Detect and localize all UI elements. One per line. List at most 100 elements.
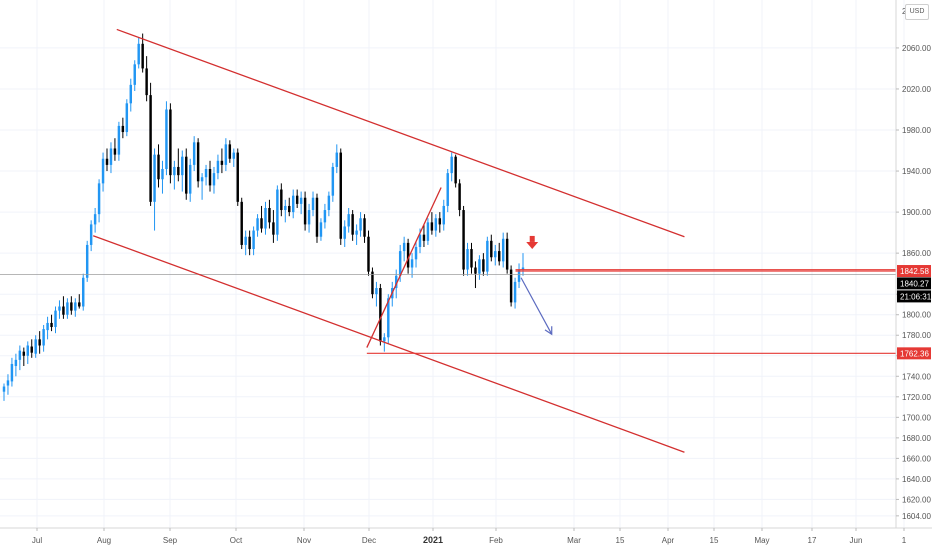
grid [0, 0, 905, 528]
candle [343, 220, 346, 247]
candle [331, 162, 335, 202]
candle-body [501, 238, 505, 262]
time-axis[interactable]: Jul Aug Sep Oct Nov Dec 2021 Feb Mar 15 Apr 15 May 17… [0, 527, 932, 545]
candle-body [2, 386, 6, 392]
price-tick-label: 1680.00 [902, 434, 931, 443]
candle-body [109, 148, 113, 165]
current-price-label[interactable]: 1840.27 21:06:31 [897, 277, 932, 303]
candle [224, 138, 228, 172]
price-tick-label: 2060.00 [902, 44, 931, 53]
candle-body [383, 337, 386, 342]
time-tick-label: 15 [710, 536, 719, 545]
candle-body [10, 363, 14, 382]
candle [351, 210, 354, 241]
time-tick-label: 15 [616, 536, 625, 545]
time-tick-label: Nov [297, 536, 311, 545]
candle-body [268, 207, 271, 223]
candle [200, 173, 204, 200]
candle [137, 37, 140, 69]
candle [204, 164, 208, 186]
level-price-label-text: 1842.58 [900, 267, 929, 276]
candle [240, 197, 243, 250]
candle-body [517, 269, 521, 282]
candle-body [280, 189, 283, 211]
candle [406, 238, 410, 274]
candle-body [355, 230, 358, 235]
candle [505, 232, 509, 274]
candle [173, 160, 176, 190]
candle [177, 148, 180, 182]
candle-body [141, 43, 144, 69]
candle-body [303, 197, 307, 225]
candle-body [315, 197, 319, 237]
candle-body [157, 154, 160, 180]
candle [367, 230, 370, 276]
drawings[interactable] [0, 28, 896, 453]
candle-body [89, 224, 93, 245]
candle [311, 191, 315, 217]
down-arrow-icon[interactable] [526, 235, 539, 249]
time-tick-label: May [754, 536, 769, 545]
candle [74, 298, 77, 317]
candle [462, 205, 465, 276]
currency-badge[interactable]: USD [905, 4, 929, 20]
candle [299, 191, 303, 215]
candle-body [121, 125, 125, 133]
candle-body [204, 169, 208, 178]
trendline[interactable] [92, 235, 685, 453]
candle-body [93, 214, 97, 225]
projection-arrow[interactable] [520, 277, 553, 336]
candle-body [129, 84, 133, 104]
level-price-label[interactable]: 1842.58 [897, 265, 931, 278]
candle-body [185, 156, 188, 194]
candle-body [161, 169, 164, 180]
candle-body [347, 214, 350, 227]
candle-body [351, 214, 354, 235]
candle-body [288, 205, 291, 213]
candle [232, 148, 236, 167]
candle [82, 273, 85, 311]
candle [113, 138, 117, 161]
candle [212, 166, 216, 194]
candle-body [18, 350, 22, 360]
price-tick-label: 2020.00 [902, 85, 931, 94]
candle-body [430, 222, 434, 231]
candle-body [220, 160, 224, 165]
candle-body [177, 166, 180, 176]
candle-body [462, 210, 465, 270]
price-tick-label: 1800.00 [902, 311, 931, 320]
candle-body [454, 156, 457, 184]
candle [371, 267, 374, 299]
candle [272, 210, 275, 243]
trendline[interactable] [116, 28, 685, 238]
time-tick-label: Apr [662, 536, 675, 545]
level-price-label[interactable]: 1762.36 [897, 347, 931, 360]
candle [509, 265, 513, 307]
price-axis[interactable]: 2060.00 2020.00 1980.00 1940.00 1900.00 1860.… [895, 0, 932, 528]
candle [446, 169, 449, 213]
candle [295, 189, 299, 208]
candle-body [398, 251, 402, 276]
candle [236, 148, 239, 206]
candle-body [38, 339, 41, 346]
candle-body [331, 166, 335, 196]
candle-body [434, 218, 438, 231]
candle-body [505, 238, 509, 270]
candle-body [272, 222, 275, 235]
candle [149, 82, 152, 206]
candle [85, 240, 89, 282]
candle-body [367, 236, 370, 272]
candle [430, 212, 434, 235]
candle [291, 189, 295, 219]
time-tick-label: 2021 [423, 535, 443, 545]
candle-body [363, 218, 366, 237]
candle [355, 224, 358, 245]
candle [133, 60, 136, 92]
candle [42, 324, 45, 352]
trendline[interactable] [366, 187, 442, 348]
candle [50, 314, 53, 332]
candle [422, 224, 426, 247]
candle [30, 339, 33, 358]
